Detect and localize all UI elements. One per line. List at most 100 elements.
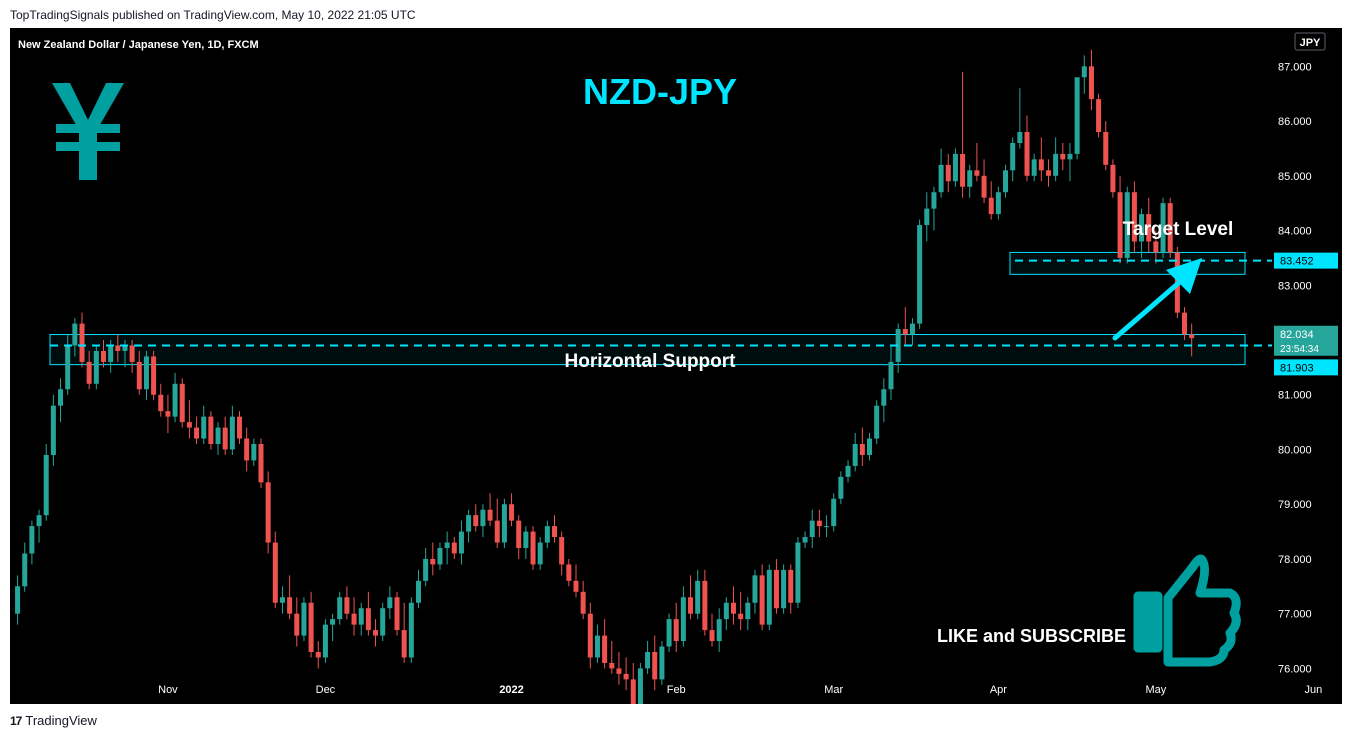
footer: 17 TradingView xyxy=(10,713,97,728)
candle xyxy=(287,575,293,620)
candle-body xyxy=(466,515,472,532)
thumbs-up-icon[interactable] xyxy=(1133,554,1241,667)
candle-body xyxy=(924,208,930,226)
candle xyxy=(680,586,686,647)
candle xyxy=(1110,159,1116,198)
candle xyxy=(888,345,894,401)
candle-body xyxy=(816,520,822,527)
candle xyxy=(480,504,486,538)
candle xyxy=(487,493,493,527)
candle-body xyxy=(580,591,586,614)
candle xyxy=(509,493,515,527)
candle-body xyxy=(738,613,744,620)
candle xyxy=(773,558,779,614)
candle xyxy=(688,575,694,620)
candle-body xyxy=(874,405,880,439)
candle xyxy=(573,564,579,598)
candle-body xyxy=(229,416,235,450)
candle-body xyxy=(1003,170,1009,193)
chart-frame[interactable]: 87.000 86.000 85.000 84.000 83.000 81.000 80.0… xyxy=(10,28,1342,713)
candle xyxy=(115,334,121,362)
current-price-tag-bg xyxy=(1274,325,1338,356)
candle-body xyxy=(201,416,207,439)
candle-body xyxy=(838,476,844,499)
currency-badge-label: JPY xyxy=(1300,37,1321,49)
candle xyxy=(1053,137,1059,182)
candlestick-chart[interactable]: 87.000 86.000 85.000 84.000 83.000 81.000 80.0… xyxy=(10,28,1342,713)
candle-body xyxy=(136,361,142,390)
candle-body xyxy=(387,597,393,609)
currency-badge[interactable]: JPY xyxy=(1294,32,1326,51)
x-tick-label: Jun xyxy=(1305,684,1323,696)
candle xyxy=(845,460,851,483)
candle xyxy=(1024,115,1030,182)
candle xyxy=(995,186,1001,220)
candle-body xyxy=(981,175,987,198)
candle-body xyxy=(680,597,686,642)
candle xyxy=(294,597,300,647)
candle xyxy=(437,542,443,570)
like-subscribe-label[interactable]: LIKE and SUBSCRIBE xyxy=(937,626,1126,646)
candle xyxy=(1139,208,1145,258)
candle-body xyxy=(208,416,214,444)
candle-body xyxy=(1139,214,1145,242)
candle-body xyxy=(509,504,515,521)
symbol-label: New Zealand Dollar / Japanese Yen, 1D, F… xyxy=(18,39,259,51)
candle xyxy=(602,619,608,669)
candle-body xyxy=(967,170,973,187)
y-tick-label: 81.000 xyxy=(1278,390,1312,402)
candle xyxy=(766,564,772,631)
candle-body xyxy=(523,531,529,548)
x-tick-label: Dec xyxy=(316,684,336,696)
y-tick-label: 83.000 xyxy=(1278,280,1312,292)
candle-body xyxy=(566,564,572,581)
candle xyxy=(373,619,379,647)
candle-body xyxy=(537,542,543,565)
candle xyxy=(516,515,522,559)
candle-body xyxy=(279,597,285,603)
candle-body xyxy=(1182,312,1188,335)
candle xyxy=(337,591,343,625)
candle-body xyxy=(423,558,429,581)
candle-body xyxy=(365,608,371,631)
candle-body xyxy=(831,498,837,527)
price-axis[interactable]: 87.000 86.000 85.000 84.000 83.000 81.000 80.0… xyxy=(1274,61,1338,675)
y-tick-label: 86.000 xyxy=(1278,116,1312,128)
candle-body xyxy=(79,323,85,362)
candle-body xyxy=(795,542,801,603)
zones-layer xyxy=(49,251,1246,366)
candle-body xyxy=(745,602,751,620)
candle xyxy=(86,350,92,390)
candle-body xyxy=(172,383,178,417)
candle-body xyxy=(752,575,758,603)
candle xyxy=(552,515,558,543)
candle xyxy=(952,148,958,187)
candle xyxy=(315,641,321,669)
tradingview-logo-icon: 17 xyxy=(10,713,22,728)
candle xyxy=(917,219,923,330)
yen-icon xyxy=(52,83,124,180)
candle xyxy=(967,164,973,198)
candle xyxy=(838,471,844,505)
candle xyxy=(136,350,142,395)
candle-body xyxy=(788,569,794,603)
published-line: TopTradingSignals published on TradingVi… xyxy=(10,8,416,22)
candle-body xyxy=(888,361,894,390)
candle-body xyxy=(165,411,171,417)
candle-body xyxy=(358,608,364,625)
candle xyxy=(902,307,908,346)
candle xyxy=(1096,93,1102,138)
candle-body xyxy=(1045,170,1051,176)
candle xyxy=(645,641,651,674)
candle-body xyxy=(401,630,407,658)
candle-body xyxy=(594,635,600,658)
candle-body xyxy=(1167,203,1173,253)
candle-body xyxy=(573,580,579,592)
target-arrow-icon xyxy=(1112,258,1202,341)
candle-body xyxy=(186,422,192,428)
candle xyxy=(387,586,393,620)
candle xyxy=(752,569,758,614)
time-axis[interactable]: Nov Dec 2022 Feb Mar Apr May Jun xyxy=(158,684,1322,696)
candle xyxy=(358,602,364,636)
candle xyxy=(330,613,336,642)
